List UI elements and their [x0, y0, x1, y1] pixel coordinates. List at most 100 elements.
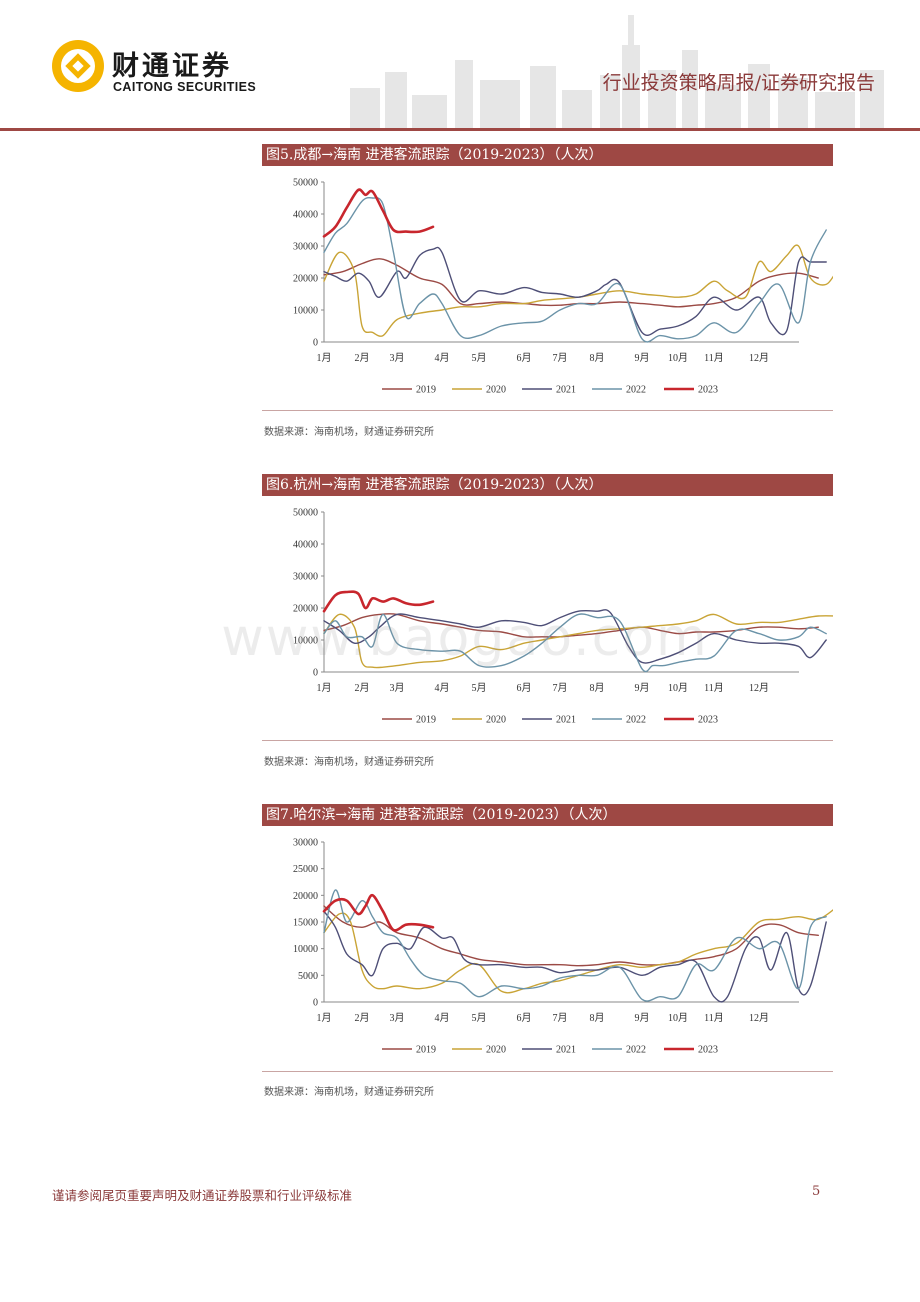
figure-7-chart: 30000 25000 20000 15000 10000 5000 0 1月 2月 3月 4月 5月…	[262, 830, 833, 1070]
figure-6-chart: 50000 40000 30000 20000 10000 0 1月 2月 3月 4月 5月 6月 7月…	[262, 500, 833, 740]
series-line-2022	[323, 613, 827, 673]
y-tick-label: 50000	[293, 178, 318, 189]
x-tick-label: 1月	[317, 682, 332, 694]
x-tick-label: 2月	[355, 352, 370, 364]
series-line-2021	[323, 910, 827, 1003]
y-tick-label: 20000	[293, 274, 318, 285]
y-tick-label: 40000	[293, 210, 318, 221]
company-name-en: CAITONG SECURITIES	[113, 80, 257, 94]
series-line-2019	[323, 258, 819, 308]
y-tick-label: 15000	[293, 918, 318, 929]
series-line-2021	[323, 609, 827, 664]
header-rule	[0, 128, 920, 131]
figure-5-title: 图5.成都→海南 进港客流跟踪（2019-2023）（人次）	[262, 144, 833, 166]
series-line-2022	[323, 889, 827, 1002]
x-tick-label: 8月	[590, 682, 605, 694]
x-tick-label: 5月	[472, 1012, 487, 1024]
y-tick-label: 20000	[293, 891, 318, 902]
x-tick-label: 8月	[590, 1012, 605, 1024]
x-tick-label: 7月	[553, 352, 568, 364]
report-type: 行业投资策略周报/证券研究报告	[602, 72, 875, 94]
x-tick-label: 8月	[590, 352, 605, 364]
series-line-2023	[322, 590, 435, 613]
figure-6-source: 数据来源：海南机场，财通证券研究所	[264, 757, 434, 768]
page-header: 财通证券 CAITONG SECURITIES 行业投资策略周报/证券研究报告	[0, 0, 920, 135]
series-line-2020	[323, 613, 833, 669]
x-tick-label: 3月	[390, 682, 405, 694]
x-tick-label: 12月	[749, 352, 769, 364]
x-tick-label: 12月	[749, 1012, 769, 1024]
page-number: 5	[812, 1184, 821, 1199]
figure-7-source: 数据来源：海南机场，财通证券研究所	[264, 1087, 434, 1098]
series-line-2020	[323, 909, 833, 994]
y-tick-label: 10000	[293, 306, 318, 317]
x-tick-label: 9月	[635, 1012, 650, 1024]
legend-label-2021: 2021	[556, 715, 576, 726]
series-line-2022	[323, 196, 827, 343]
y-tick-label: 0	[313, 998, 318, 1009]
series-line-2021	[323, 246, 827, 336]
x-tick-label: 11月	[704, 1012, 724, 1024]
x-tick-label: 4月	[435, 682, 450, 694]
legend-label-2022: 2022	[626, 715, 646, 726]
legend-label-2020: 2020	[486, 385, 506, 396]
series-line-2023	[322, 188, 435, 238]
city-skyline-decoration	[350, 15, 884, 128]
legend-label-2020: 2020	[486, 715, 506, 726]
x-tick-label: 11月	[704, 682, 724, 694]
figure-5-chart: 50000 40000 30000 20000 10000 0 1月 2月 3月 4月 5月 6月 7月…	[262, 170, 833, 410]
legend-label-2023: 2023	[698, 385, 718, 396]
x-tick-label: 5月	[472, 352, 487, 364]
x-tick-label: 1月	[317, 352, 332, 364]
legend-label-2019: 2019	[416, 385, 436, 396]
y-tick-label: 10000	[293, 944, 318, 955]
x-tick-label: 6月	[517, 352, 532, 364]
caitong-logo-icon	[52, 40, 104, 92]
x-tick-label: 9月	[635, 682, 650, 694]
y-tick-label: 0	[313, 338, 318, 349]
legend-label-2023: 2023	[698, 1045, 718, 1056]
y-tick-label: 0	[313, 668, 318, 679]
y-tick-label: 30000	[293, 242, 318, 253]
company-name-cn: 财通证券	[112, 51, 232, 82]
series-line-2023	[322, 894, 435, 932]
x-tick-label: 2月	[355, 682, 370, 694]
legend-label-2021: 2021	[556, 385, 576, 396]
legend-label-2022: 2022	[626, 385, 646, 396]
x-tick-label: 12月	[749, 682, 769, 694]
y-tick-label: 30000	[293, 838, 318, 849]
legend-label-2019: 2019	[416, 1045, 436, 1056]
x-tick-label: 4月	[435, 352, 450, 364]
figure-7-source-rule	[262, 1071, 833, 1072]
x-tick-label: 11月	[704, 352, 724, 364]
series-line-2020	[323, 244, 833, 337]
x-tick-label: 6月	[517, 682, 532, 694]
x-tick-label: 5月	[472, 682, 487, 694]
figure-7-title: 图7.哈尔滨→海南 进港客流跟踪（2019-2023）（人次）	[262, 804, 833, 826]
y-tick-label: 10000	[293, 636, 318, 647]
figure-6-title: 图6.杭州→海南 进港客流跟踪（2019-2023）（人次）	[262, 474, 833, 496]
y-tick-label: 5000	[298, 971, 318, 982]
figure-5-source: 数据来源：海南机场，财通证券研究所	[264, 427, 434, 438]
x-tick-label: 10月	[668, 1012, 688, 1024]
x-tick-label: 9月	[635, 352, 650, 364]
x-tick-label: 7月	[553, 1012, 568, 1024]
legend-label-2023: 2023	[698, 715, 718, 726]
y-tick-label: 30000	[293, 572, 318, 583]
y-tick-label: 50000	[293, 508, 318, 519]
x-tick-label: 2月	[355, 1012, 370, 1024]
series-line-2019	[323, 905, 819, 967]
legend-label-2019: 2019	[416, 715, 436, 726]
figure-6-source-rule	[262, 740, 833, 741]
x-tick-label: 3月	[390, 1012, 405, 1024]
figure-5-source-rule	[262, 410, 833, 411]
y-tick-label: 40000	[293, 540, 318, 551]
y-tick-label: 20000	[293, 604, 318, 615]
x-tick-label: 10月	[668, 352, 688, 364]
legend-label-2020: 2020	[486, 1045, 506, 1056]
x-tick-label: 1月	[317, 1012, 332, 1024]
legend-label-2021: 2021	[556, 1045, 576, 1056]
legend-label-2022: 2022	[626, 1045, 646, 1056]
watermark: www.baogao.com	[221, 608, 709, 668]
y-tick-label: 25000	[293, 864, 318, 875]
